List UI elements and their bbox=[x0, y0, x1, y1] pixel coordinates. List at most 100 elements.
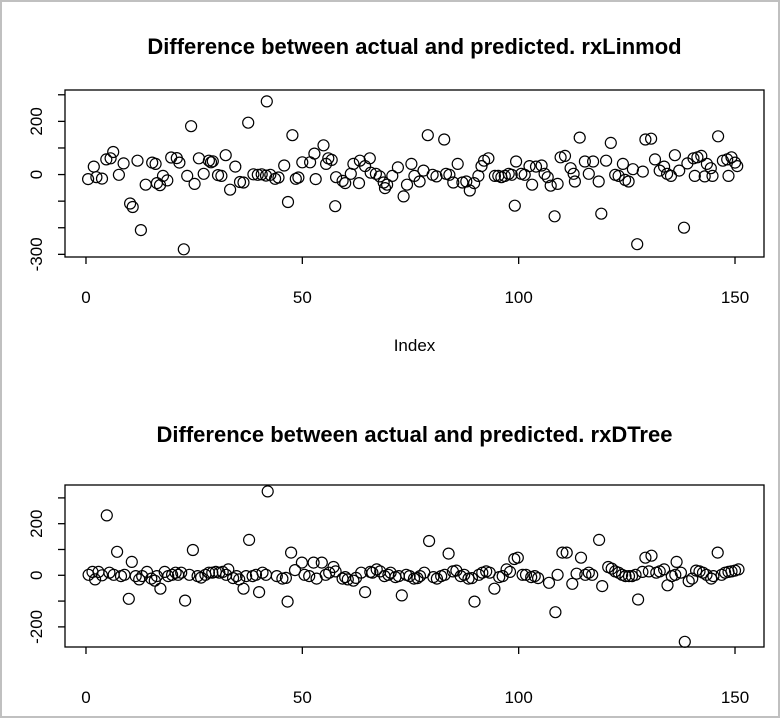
data-point-circle bbox=[556, 546, 569, 559]
data-point-circle bbox=[705, 572, 718, 585]
data-point-circle bbox=[104, 152, 117, 165]
data-point-circle bbox=[541, 171, 554, 184]
data-point-circle bbox=[496, 569, 509, 583]
data-point-circle bbox=[567, 167, 580, 180]
data-point-circle bbox=[465, 571, 478, 585]
data-point-circle bbox=[542, 576, 556, 589]
data-point-circle bbox=[95, 569, 109, 582]
data-point-circle bbox=[573, 131, 586, 144]
data-point-circle bbox=[139, 178, 152, 191]
data-point-circle bbox=[447, 176, 460, 189]
data-point-circle bbox=[329, 200, 342, 213]
data-point-circle bbox=[307, 556, 320, 569]
data-point-circle bbox=[682, 575, 695, 588]
chart1-title: Difference between actual and predicted.… bbox=[147, 34, 682, 59]
data-point-circle bbox=[188, 177, 201, 190]
data-point-circle bbox=[219, 149, 232, 162]
data-point-circle bbox=[125, 555, 138, 569]
data-point-circle bbox=[186, 543, 199, 557]
data-point-circle bbox=[664, 169, 678, 182]
data-point-circle bbox=[488, 582, 501, 595]
data-point-circle bbox=[129, 569, 142, 583]
data-point-circle bbox=[642, 565, 656, 578]
data-point-circle bbox=[339, 177, 352, 190]
data-point-circle bbox=[363, 152, 376, 165]
data-point-circle bbox=[458, 568, 471, 581]
data-point-circle bbox=[644, 132, 658, 145]
data-point-circle bbox=[560, 546, 573, 559]
data-point-circle bbox=[438, 568, 451, 581]
data-point-circle bbox=[443, 168, 456, 181]
data-point-circle bbox=[87, 160, 100, 173]
data-point-circle bbox=[169, 566, 182, 579]
data-point-circle bbox=[373, 170, 386, 183]
data-point-circle bbox=[707, 569, 720, 583]
data-point-circle bbox=[304, 156, 317, 169]
data-point-circle bbox=[631, 238, 644, 251]
data-point-circle bbox=[272, 171, 285, 184]
data-point-circle bbox=[386, 169, 399, 182]
data-point-circle bbox=[686, 572, 699, 585]
data-point-circle bbox=[317, 139, 330, 152]
data-point-circle bbox=[216, 565, 229, 579]
data-point-circle bbox=[639, 133, 652, 146]
data-point-circle bbox=[230, 569, 243, 583]
data-point-circle bbox=[240, 569, 253, 583]
data-point-circle bbox=[296, 156, 309, 169]
data-point-circle bbox=[288, 563, 302, 577]
data-point-circle bbox=[292, 171, 305, 184]
data-point-circle bbox=[592, 533, 606, 547]
data-point-circle bbox=[574, 551, 588, 564]
data-point-circle bbox=[578, 155, 592, 168]
data-point-circle bbox=[215, 169, 228, 182]
data-point-circle bbox=[175, 566, 188, 579]
data-point-circle bbox=[341, 573, 354, 586]
data-point-circle bbox=[551, 568, 564, 581]
data-point-circle bbox=[531, 571, 545, 585]
chart-1-group: 0 50 100 150 200 0 -300 bbox=[27, 89, 765, 307]
data-point-circle bbox=[124, 197, 137, 210]
data-point-circle bbox=[395, 589, 408, 602]
data-point-circle bbox=[281, 195, 295, 209]
data-point-circle bbox=[303, 569, 316, 583]
data-point-circle bbox=[347, 574, 360, 587]
data-point-circle bbox=[622, 569, 636, 583]
y-tick-label: 200 bbox=[27, 107, 46, 135]
data-point-circle bbox=[500, 563, 513, 576]
data-point-circle bbox=[430, 170, 443, 183]
data-point-circle bbox=[247, 168, 260, 181]
data-point-circle bbox=[511, 551, 524, 564]
data-point-circle bbox=[551, 177, 564, 190]
data-point-circle bbox=[88, 573, 102, 586]
data-point-circle bbox=[156, 169, 170, 182]
data-point-circle bbox=[237, 582, 250, 595]
x-tick-label: 150 bbox=[721, 288, 749, 307]
chart2-title: Difference between actual and predicted.… bbox=[156, 422, 673, 447]
data-point-circle bbox=[688, 169, 701, 182]
data-point-circle bbox=[117, 157, 130, 170]
data-point-circle bbox=[281, 595, 294, 608]
data-point-circle bbox=[732, 563, 745, 576]
y-tick-label: 0 bbox=[27, 571, 46, 580]
data-point-circle bbox=[181, 169, 194, 182]
data-point-circle bbox=[677, 221, 691, 234]
data-point-circle bbox=[352, 177, 366, 190]
data-point-circle bbox=[438, 133, 451, 146]
data-point-circle bbox=[505, 168, 518, 181]
data-point-circle bbox=[100, 509, 113, 522]
data-point-circle bbox=[259, 169, 273, 182]
data-point-circle bbox=[463, 184, 476, 197]
data-point-circle bbox=[668, 149, 682, 162]
data-point-circle bbox=[122, 592, 135, 605]
data-point-circle bbox=[544, 179, 557, 192]
data-point-circle bbox=[529, 160, 543, 173]
data-point-circle bbox=[657, 160, 671, 173]
data-point-circle bbox=[523, 160, 536, 173]
data-point-circle bbox=[295, 556, 308, 569]
x-tick-label: 0 bbox=[81, 288, 90, 307]
data-point-circle bbox=[112, 168, 126, 181]
data-point-circle bbox=[329, 565, 342, 578]
data-point-circle bbox=[308, 147, 321, 160]
data-point-circle bbox=[568, 175, 582, 188]
data-point-circle bbox=[378, 182, 392, 195]
